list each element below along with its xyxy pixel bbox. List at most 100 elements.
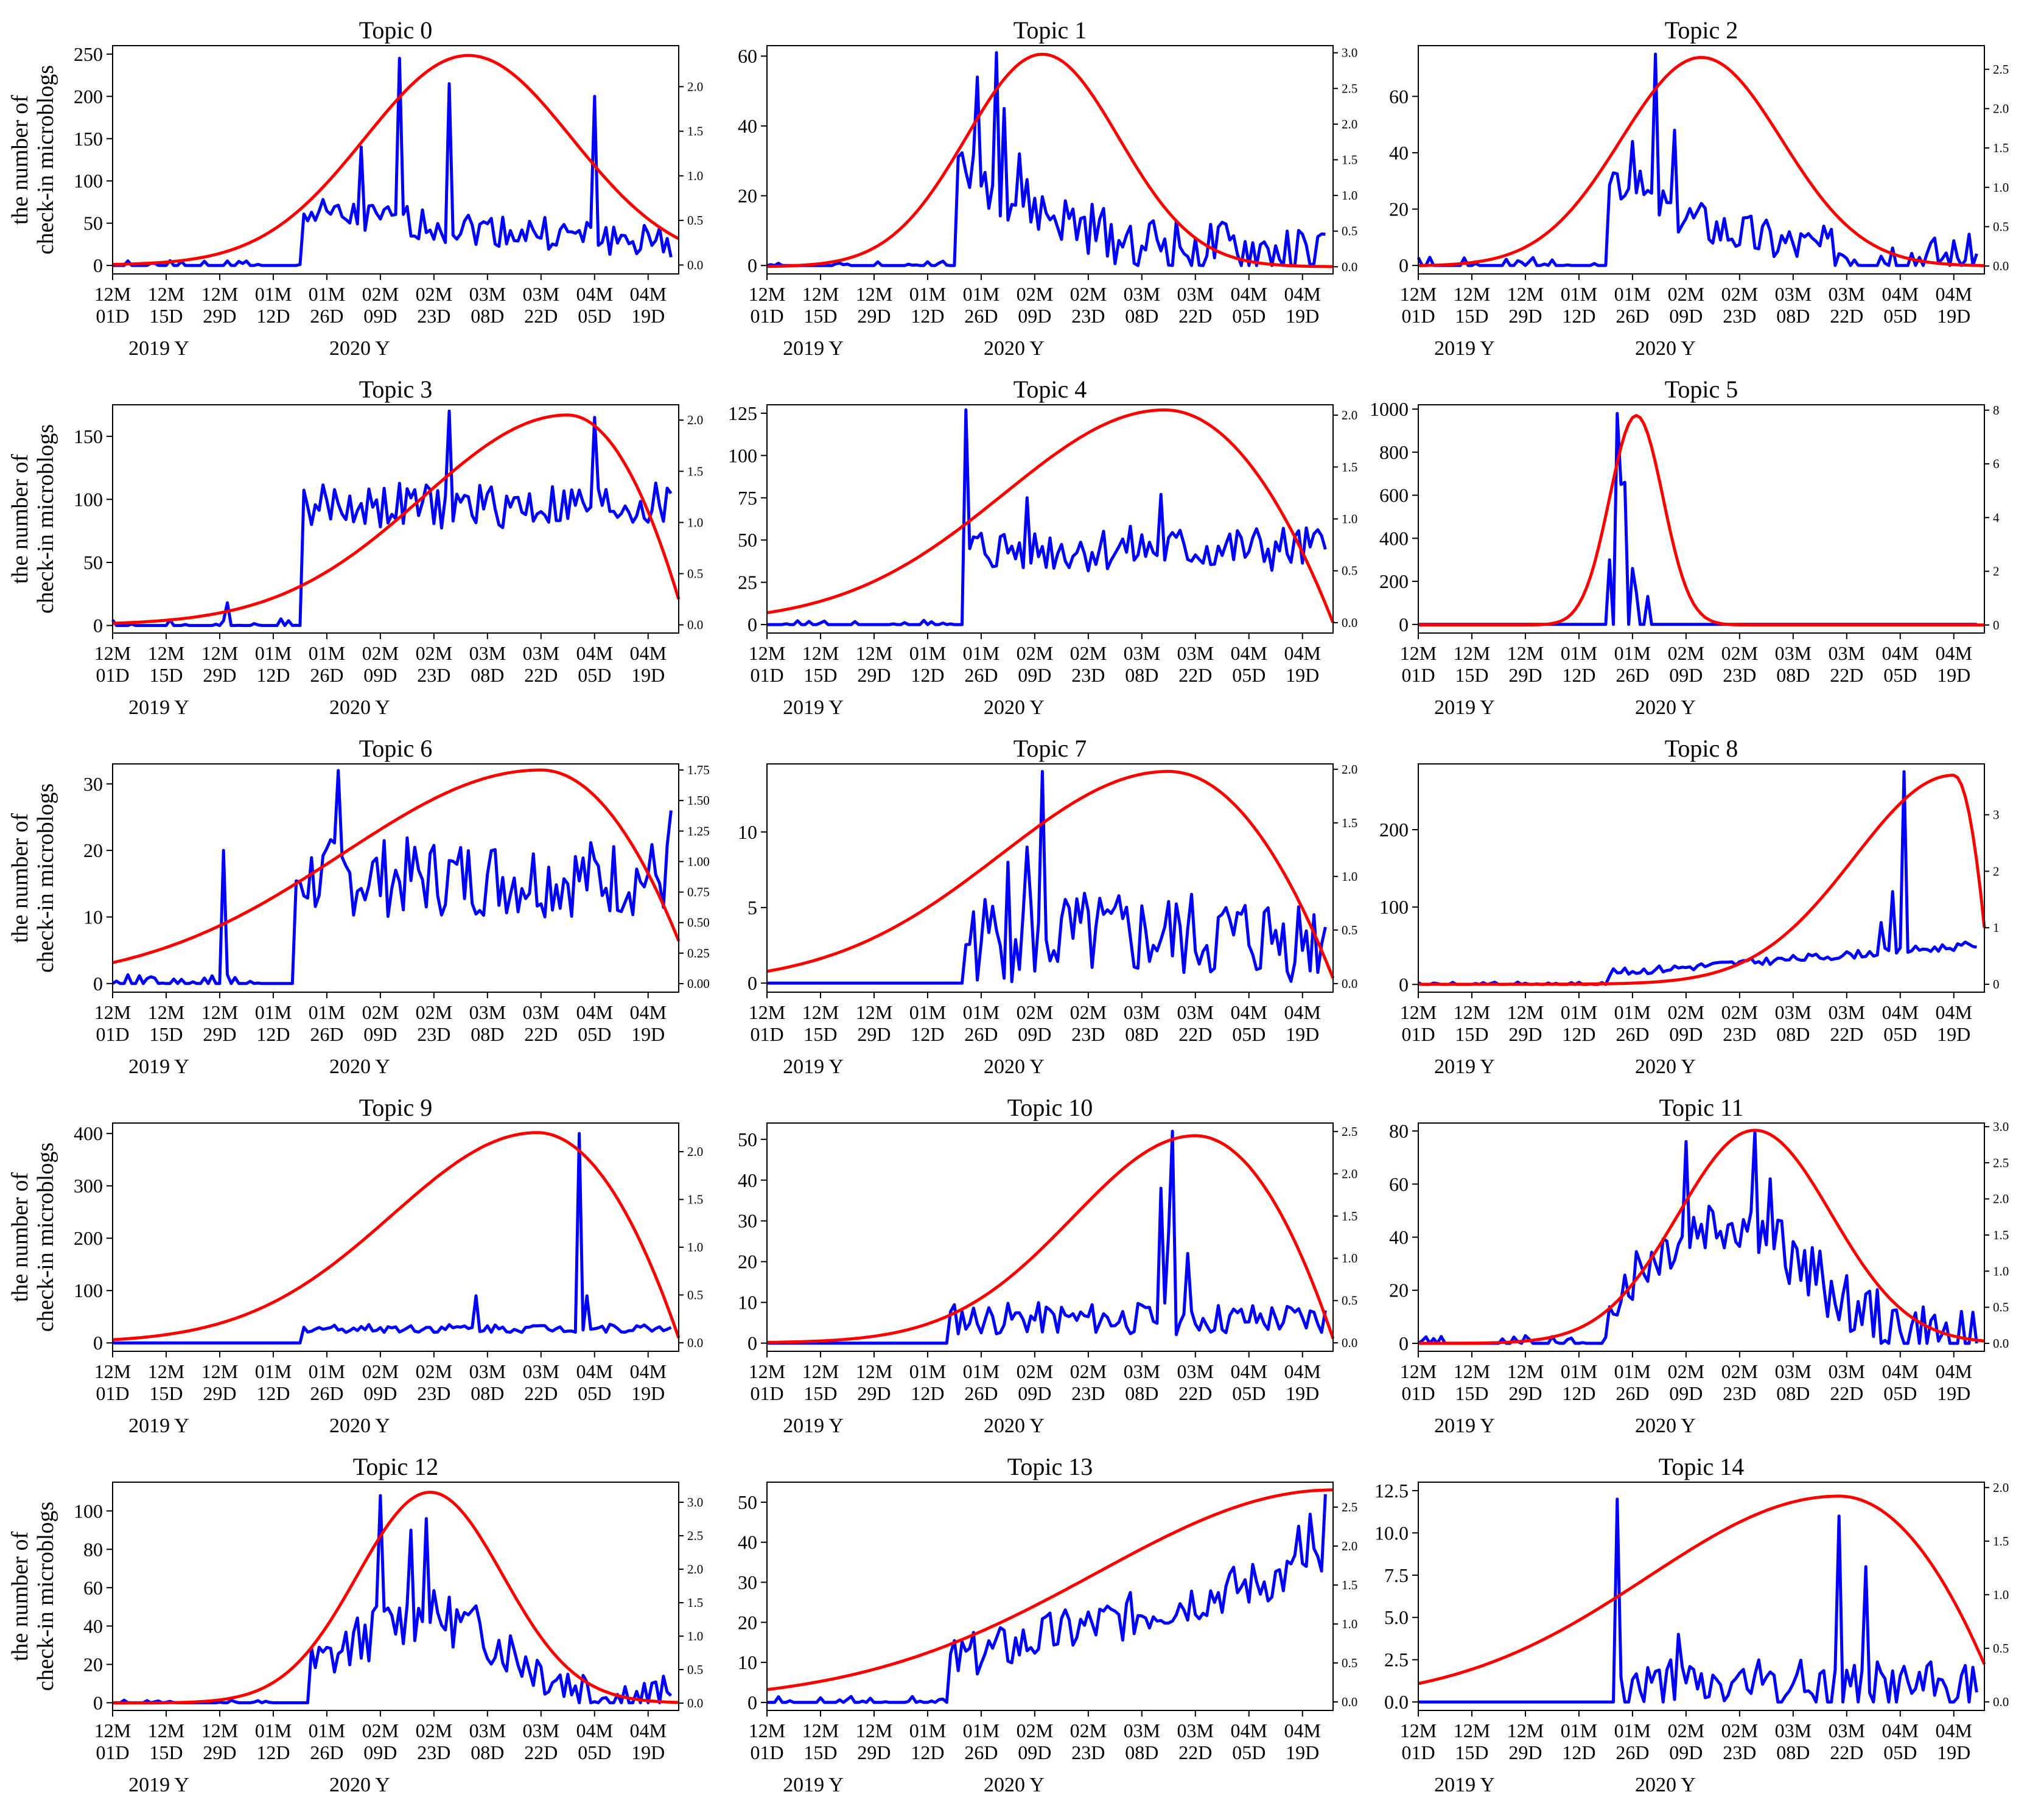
- x-tick-day: 26D: [1616, 305, 1649, 327]
- y-axis-label: the number ofcheck-in microblogs: [7, 424, 58, 614]
- left-tick-label: 200: [1379, 819, 1409, 841]
- plot-frame: [766, 1482, 1334, 1711]
- x-tick-month: 03M: [1775, 1720, 1812, 1741]
- x-tick-month: 01M: [1614, 283, 1651, 305]
- x-tick-month: 01M: [909, 1720, 946, 1741]
- right-tick-label: 0.0: [1993, 1695, 2009, 1709]
- subplot-topic-5: Topic 5020040060080010000246812M01D12M15…: [1370, 376, 2000, 719]
- x-tick-day: 12D: [1562, 1023, 1595, 1045]
- x-tick-month: 12M: [148, 283, 184, 305]
- subplot-topic-3: Topic 30501001500.00.51.01.52.012M01D12M…: [7, 376, 703, 719]
- x-tick-day: 19D: [1286, 1741, 1319, 1763]
- count-series-line: [767, 1129, 1327, 1345]
- left-tick-label: 80: [1389, 1120, 1409, 1142]
- count-series-line: [1418, 1497, 1978, 1704]
- x-tick-month: 12M: [148, 642, 184, 664]
- x-tick-day: 08D: [1125, 664, 1158, 686]
- left-tick-label: 60: [738, 45, 757, 67]
- right-tick-label: 2.5: [687, 1528, 703, 1543]
- y-axis-label-line2: check-in microblogs: [33, 783, 58, 973]
- left-tick-label: 5: [747, 897, 757, 919]
- x-tick-month: 02M: [1668, 1001, 1704, 1023]
- left-tick-label: 0: [747, 1692, 757, 1713]
- x-tick-day: 19D: [1937, 305, 1970, 327]
- x-tick-day: 12D: [911, 664, 944, 686]
- x-tick-day: 26D: [310, 1382, 343, 1404]
- x-tick-month: 12M: [1400, 1720, 1437, 1741]
- right-tick-label: 3.0: [1342, 46, 1357, 60]
- left-tick-label: 50: [738, 529, 757, 551]
- x-tick-month: 02M: [362, 1001, 399, 1023]
- x-tick-day: 01D: [750, 305, 783, 327]
- right-tick-label: 1.0: [1993, 1587, 2009, 1602]
- x-tick-day: 08D: [471, 1023, 504, 1045]
- x-tick-month: 02M: [416, 1001, 452, 1023]
- fitted-curve-line: [1418, 414, 1984, 627]
- x-tick-day: 08D: [471, 305, 504, 327]
- x-tick-month: 02M: [1017, 283, 1053, 305]
- x-tick-day: 22D: [524, 1382, 558, 1404]
- x-tick-day: 08D: [471, 1382, 504, 1404]
- x-tick-day: 23D: [1723, 1741, 1756, 1763]
- x-tick-month: 03M: [1829, 1001, 1865, 1023]
- year-label-2020: 2020 Y: [984, 1415, 1045, 1437]
- left-tick-label: 0: [93, 1692, 103, 1713]
- x-tick-month: 12M: [1454, 1001, 1490, 1023]
- x-tick-month: 03M: [469, 1360, 506, 1382]
- x-tick-month: 04M: [576, 1720, 613, 1741]
- year-label-2020: 2020 Y: [984, 1055, 1045, 1078]
- year-label-2019: 2019 Y: [128, 1774, 189, 1796]
- right-tick-label: 0.0: [1993, 259, 2009, 273]
- x-tick-day: 12D: [256, 1023, 290, 1045]
- x-tick-day: 05D: [1883, 1023, 1917, 1045]
- y-axis-label-line1: the number of: [7, 813, 33, 943]
- right-tick-label: 2.5: [1342, 81, 1357, 96]
- x-tick-month: 12M: [1400, 1360, 1437, 1382]
- x-tick-month: 02M: [1070, 1360, 1107, 1382]
- x-tick-day: 19D: [1286, 664, 1319, 686]
- count-series-line: [766, 51, 1326, 267]
- x-tick-month: 12M: [749, 283, 785, 305]
- left-tick-label: 60: [83, 1577, 103, 1598]
- x-tick-month: 12M: [749, 642, 785, 664]
- x-tick-day: 22D: [1178, 1382, 1212, 1404]
- left-tick-label: 50: [83, 212, 103, 234]
- x-tick-month: 01M: [963, 642, 999, 664]
- left-tick-label: 100: [74, 488, 103, 510]
- plot-frame: [766, 45, 1334, 275]
- left-tick-label: 200: [74, 1227, 103, 1249]
- x-tick-month: 01M: [309, 1360, 345, 1382]
- x-tick-day: 15D: [803, 305, 837, 327]
- x-tick-day: 05D: [1232, 1382, 1266, 1404]
- right-tick-label: 1.0: [1342, 188, 1357, 203]
- x-tick-day: 05D: [578, 305, 611, 327]
- x-tick-month: 12M: [1507, 1720, 1544, 1741]
- x-tick-month: 04M: [576, 642, 613, 664]
- right-tick-label: 1.0: [1993, 1264, 2009, 1278]
- x-tick-month: 01M: [1614, 1001, 1651, 1023]
- x-tick-month: 02M: [416, 1720, 452, 1741]
- left-tick-label: 10: [83, 906, 103, 928]
- subplot-title: Topic 0: [359, 16, 433, 44]
- subplot-title: Topic 1: [1014, 16, 1087, 44]
- right-tick-label: 2.5: [1993, 62, 2009, 77]
- x-tick-month: 04M: [1231, 1360, 1267, 1382]
- x-tick-month: 02M: [1721, 1360, 1758, 1382]
- right-tick-label: 1.50: [687, 793, 710, 808]
- x-tick-day: 12D: [256, 664, 290, 686]
- x-tick-day: 09D: [363, 1741, 397, 1763]
- fitted-curve-line: [112, 413, 681, 625]
- x-tick-month: 03M: [469, 283, 506, 305]
- x-tick-month: 03M: [1829, 283, 1865, 305]
- x-tick-day: 05D: [1883, 1741, 1917, 1763]
- left-tick-label: 10.0: [1374, 1522, 1409, 1544]
- x-tick-day: 29D: [857, 1741, 891, 1763]
- count-series-line: [1417, 1129, 1978, 1345]
- left-tick-label: 40: [83, 1615, 103, 1637]
- x-tick-month: 12M: [201, 283, 238, 305]
- x-tick-day: 08D: [1776, 305, 1810, 327]
- x-tick-month: 04M: [1231, 642, 1267, 664]
- x-tick-month: 02M: [416, 283, 452, 305]
- left-tick-label: 20: [738, 1251, 757, 1273]
- left-tick-label: 60: [1389, 85, 1409, 107]
